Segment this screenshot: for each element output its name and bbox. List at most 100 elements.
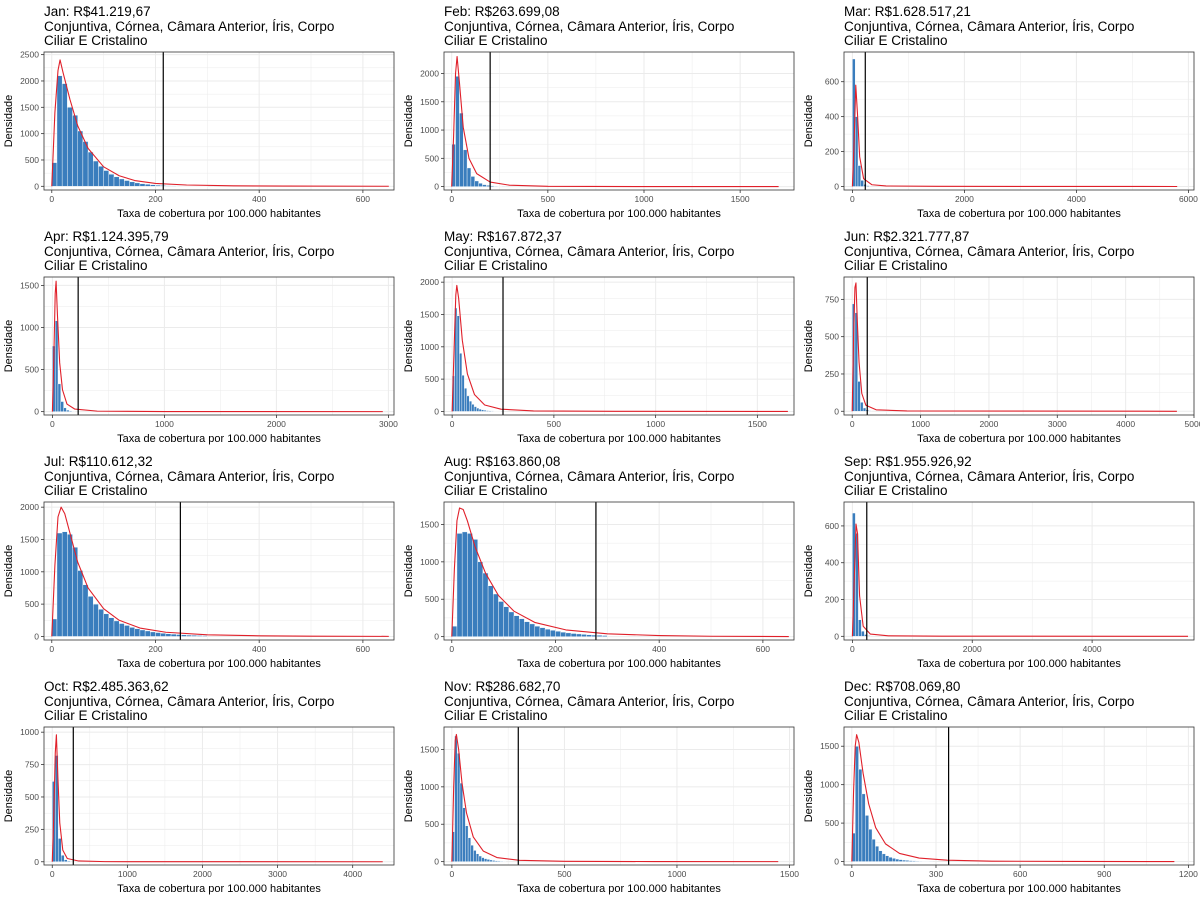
y-axis-label: Densidade <box>3 95 15 148</box>
histogram-bar <box>492 860 496 862</box>
x-axis-label: Taxa de cobertura por 100.000 habitantes <box>117 433 321 445</box>
histogram-bar <box>555 631 561 637</box>
histogram-bar <box>491 410 494 412</box>
y-tick-label: 500 <box>425 374 439 384</box>
histogram-bar <box>482 572 489 637</box>
histogram-bar <box>881 853 886 862</box>
histogram-bar <box>469 400 472 412</box>
density-curve <box>51 59 389 187</box>
x-tick-label: 3000 <box>268 869 287 879</box>
histogram-bar <box>858 769 863 862</box>
histogram-bar <box>464 387 467 412</box>
chart-subtitle: Conjuntiva, Córnea, Câmara Anterior, Íri… <box>444 694 734 709</box>
y-tick-label: 1000 <box>420 782 439 792</box>
chart-title: Dec: R$708.069,80 <box>844 679 960 694</box>
histogram-bar <box>860 180 864 187</box>
x-tick-label: 3000 <box>379 419 398 429</box>
histogram-bar <box>855 746 859 862</box>
y-tick-label: 750 <box>825 294 839 304</box>
x-tick-label: 4000 <box>1083 644 1102 654</box>
histogram-bar <box>861 630 865 637</box>
y-tick-label: 1000 <box>20 129 39 139</box>
x-tick-label: 1500 <box>731 194 750 204</box>
x-axis-label: Taxa de cobertura por 100.000 habitantes <box>517 883 721 895</box>
x-tick-label: 1000 <box>118 869 137 879</box>
y-tick-label: 0 <box>434 857 439 867</box>
chart-subtitle: Conjuntiva, Córnea, Câmara Anterior, Íri… <box>44 19 334 34</box>
y-tick-label: 1000 <box>420 342 439 352</box>
histogram-bar <box>915 860 920 862</box>
histogram-bar <box>487 585 494 637</box>
histogram-bar <box>82 584 89 637</box>
y-axis-label: Densidade <box>3 545 15 598</box>
density-curve <box>851 523 1189 637</box>
histogram-bar <box>93 603 99 637</box>
y-tick-label: 0 <box>34 857 39 867</box>
x-tick-label: 4000 <box>343 869 362 879</box>
histogram-bar <box>473 406 477 412</box>
panel-border <box>43 51 395 191</box>
histogram-bar <box>461 531 468 637</box>
y-axis-label: Densidade <box>403 770 415 823</box>
plot-area <box>844 502 1194 640</box>
density-curve <box>51 734 383 863</box>
histogram-bar <box>518 618 525 637</box>
chart-subtitle: Conjuntiva, Córnea, Câmara Anterior, Íri… <box>844 19 1134 34</box>
y-tick-label: 500 <box>825 818 839 828</box>
histogram-bar <box>489 859 493 862</box>
chart-subtitle: Ciliar E Cristalino <box>44 708 148 723</box>
chart-subtitle: Ciliar E Cristalino <box>844 258 948 273</box>
histogram-bar <box>103 170 110 187</box>
histogram-bar <box>67 860 71 862</box>
histogram-bar <box>139 183 146 187</box>
histogram-bar <box>108 617 115 637</box>
x-tick-label: 200 <box>148 194 162 204</box>
x-tick-label: 0 <box>49 644 54 654</box>
x-tick-label: 0 <box>850 194 855 204</box>
histogram-bar <box>124 625 130 637</box>
panel-border <box>443 501 795 641</box>
histogram-bar <box>113 620 120 637</box>
histogram-bar <box>129 627 135 637</box>
x-tick-label: 0 <box>849 869 854 879</box>
histogram-bar <box>467 533 473 637</box>
histogram-bar <box>108 173 115 187</box>
x-axis-label: Taxa de cobertura por 100.000 habitantes <box>917 883 1121 895</box>
y-tick-label: 0 <box>34 631 39 641</box>
chart-subtitle: Conjuntiva, Córnea, Câmara Anterior, Íri… <box>844 469 1134 484</box>
y-axis-label: Densidade <box>803 770 815 823</box>
histogram-bar <box>93 160 99 187</box>
histogram-bar <box>867 635 871 637</box>
chart-title: Mar: R$1.628.517,21 <box>844 4 971 19</box>
histogram-bar <box>875 845 879 862</box>
y-tick-label: 400 <box>825 112 839 122</box>
x-tick-label: 4000 <box>1116 419 1135 429</box>
histogram-bar <box>67 534 73 637</box>
histogram-bar <box>484 858 488 862</box>
histogram-bar <box>144 184 151 187</box>
histogram-bar <box>868 410 872 412</box>
y-tick-label: 2000 <box>20 502 39 512</box>
density-curve <box>451 507 789 638</box>
y-tick-label: 500 <box>425 594 439 604</box>
histogram-bar <box>201 635 208 637</box>
histogram-bar <box>475 853 480 862</box>
chart-subtitle: Ciliar E Cristalino <box>844 33 948 48</box>
x-tick-label: 1000 <box>911 419 930 429</box>
x-tick-label: 0 <box>49 194 54 204</box>
histogram-bar <box>503 606 510 637</box>
y-tick-label: 0 <box>834 406 839 416</box>
y-tick-label: 500 <box>425 153 439 163</box>
x-tick-label: 400 <box>252 644 266 654</box>
x-axis-label: Taxa de cobertura por 100.000 habitantes <box>117 883 321 895</box>
y-tick-label: 250 <box>825 369 839 379</box>
x-tick-label: 1000 <box>635 194 654 204</box>
x-axis-label: Taxa de cobertura por 100.000 habitantes <box>517 658 721 670</box>
chart-subtitle: Conjuntiva, Córnea, Câmara Anterior, Íri… <box>44 469 334 484</box>
histogram-bar <box>478 408 482 412</box>
histogram-bar <box>581 634 587 637</box>
